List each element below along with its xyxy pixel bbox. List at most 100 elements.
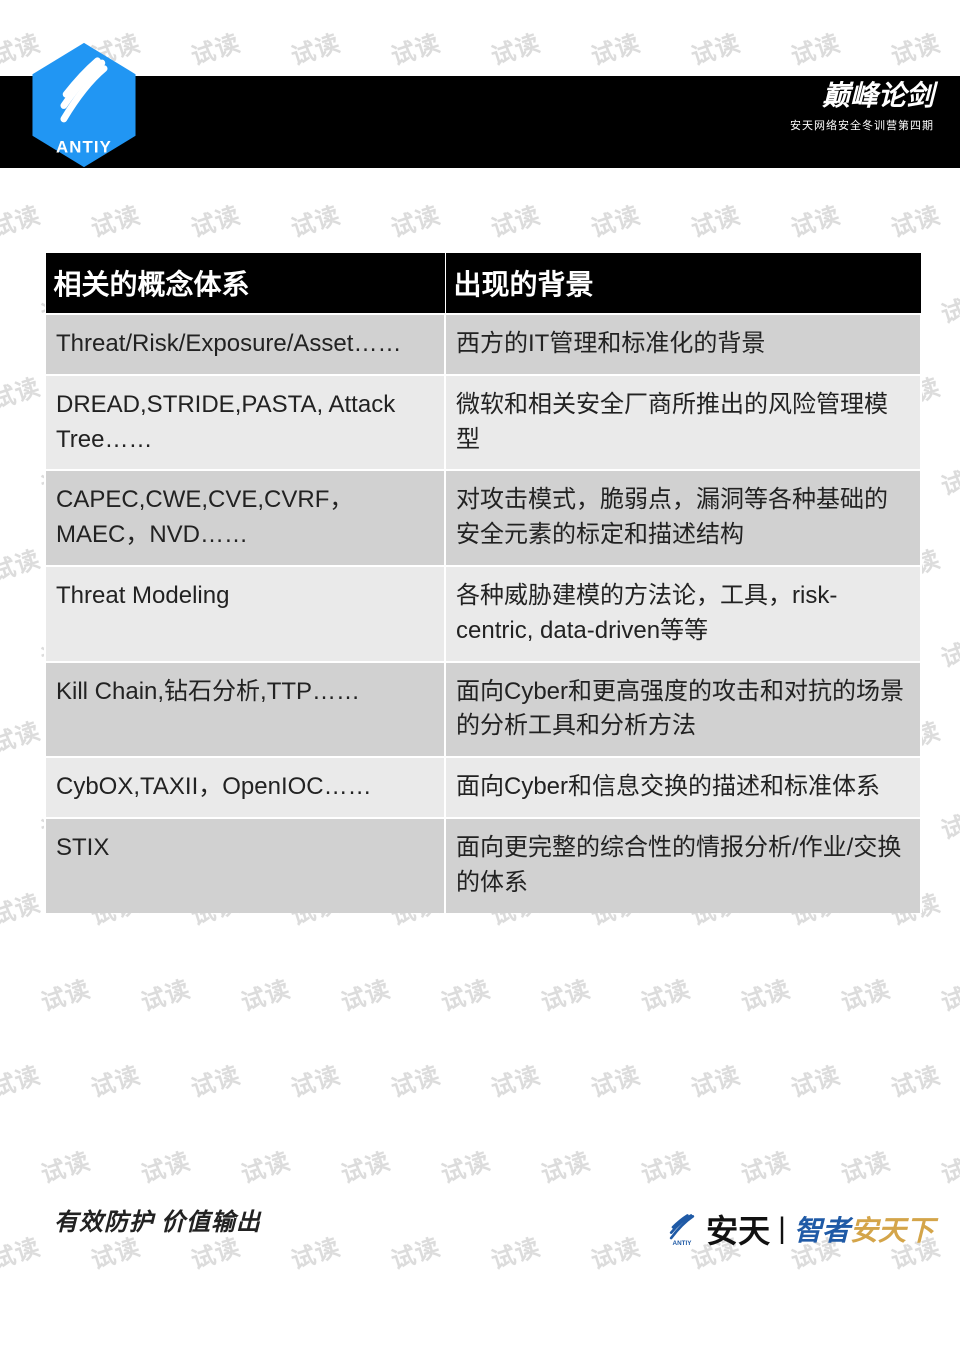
watermark-text: 试读 (0, 367, 44, 416)
watermark-text: 试读 (186, 1055, 244, 1104)
watermark-text: 试读 (686, 1055, 744, 1104)
watermark-text: 试读 (536, 1141, 594, 1190)
bottom-spacer (0, 1273, 960, 1357)
watermark-text: 试读 (436, 1141, 494, 1190)
watermark-text: 试读 (186, 195, 244, 244)
footer-tagline: 有效防护 价值输出 (54, 1202, 261, 1237)
watermark-text: 试读 (236, 1141, 294, 1190)
watermark-text: 试读 (786, 23, 844, 72)
watermark-text: 试读 (886, 1055, 944, 1104)
watermark-text: 试读 (336, 1141, 394, 1190)
watermark-text: 试读 (0, 195, 44, 244)
watermark-text: 试读 (286, 23, 344, 72)
table-cell: Threat/Risk/Exposure/Asset…… (45, 314, 445, 375)
brand-logo-hexagon: ANTIY (28, 40, 140, 170)
svg-text:ANTIY: ANTIY (56, 138, 112, 157)
table-header-cell: 出现的背景 (445, 253, 921, 315)
concepts-table: 相关的概念体系 出现的背景 Threat/Risk/Exposure/Asset… (44, 252, 922, 913)
watermark-text: 试读 (936, 1141, 960, 1190)
header-script-title: 巅峰论剑 (790, 82, 934, 113)
watermark-text: 试读 (386, 195, 444, 244)
watermark-text: 试读 (0, 1227, 44, 1276)
watermark-text: 试读 (486, 1227, 544, 1276)
watermark-text: 试读 (386, 23, 444, 72)
table-cell: STIX (45, 818, 445, 913)
slide-page: 试读试读试读试读试读试读试读试读试读试读试读试读试读试读试读试读试读试读试读试读… (0, 0, 960, 1357)
watermark-text: 试读 (36, 1141, 94, 1190)
watermark-text: 试读 (86, 195, 144, 244)
table-cell: 对攻击模式，脆弱点，漏洞等各种基础的安全元素的标定和描述结构 (445, 470, 921, 566)
watermark-text: 试读 (336, 969, 394, 1018)
footer-slogan-part2: 安天下 (850, 1216, 934, 1247)
footer-slogan: 智者安天下 (794, 1209, 934, 1249)
table-cell: Threat Modeling (45, 566, 445, 662)
watermark-text: 试读 (236, 969, 294, 1018)
table-row: DREAD,STRIDE,PASTA, Attack Tree……微软和相关安全… (45, 375, 921, 471)
watermark-text: 试读 (686, 195, 744, 244)
footer-brand-name: 安天 (706, 1206, 770, 1252)
watermark-text: 试读 (436, 969, 494, 1018)
watermark-text: 试读 (386, 1227, 444, 1276)
watermark-text: 试读 (736, 1141, 794, 1190)
watermark-text: 试读 (586, 195, 644, 244)
watermark-text: 试读 (486, 1055, 544, 1104)
footer-divider: | (778, 1212, 786, 1246)
watermark-text: 试读 (736, 969, 794, 1018)
watermark-text: 试读 (836, 1141, 894, 1190)
table-header-row: 相关的概念体系 出现的背景 (45, 253, 921, 315)
table-cell: 西方的IT管理和标准化的背景 (445, 314, 921, 375)
watermark-text: 试读 (136, 1141, 194, 1190)
watermark-text: 试读 (386, 1055, 444, 1104)
table-cell: CybOX,TAXII，OpenIOC…… (45, 757, 445, 818)
table-cell: Kill Chain,钻石分析,TTP…… (45, 662, 445, 758)
svg-text:ANTIY: ANTIY (673, 1240, 693, 1247)
footer-slogan-part1: 智者 (794, 1216, 850, 1247)
watermark-text: 试读 (0, 1055, 44, 1104)
watermark-text: 试读 (586, 23, 644, 72)
watermark-text: 试读 (286, 1055, 344, 1104)
table-cell: 微软和相关安全厂商所推出的风险管理模型 (445, 375, 921, 471)
header-script-subtitle: 安天网络安全冬训营第四期 (790, 117, 934, 133)
watermark-text: 试读 (0, 539, 44, 588)
table-cell: DREAD,STRIDE,PASTA, Attack Tree…… (45, 375, 445, 471)
table-header-cell: 相关的概念体系 (45, 253, 445, 315)
table-cell: 面向Cyber和信息交换的描述和标准体系 (445, 757, 921, 818)
watermark-text: 试读 (686, 23, 744, 72)
watermark-text: 试读 (136, 969, 194, 1018)
watermark-text: 试读 (936, 281, 960, 330)
watermark-text: 试读 (286, 195, 344, 244)
table-cell: CAPEC,CWE,CVE,CVRF，MAEC，NVD…… (45, 470, 445, 566)
footer-logo-icon: ANTIY (664, 1211, 700, 1247)
table-cell: 面向更完整的综合性的情报分析/作业/交换的体系 (445, 818, 921, 913)
watermark-text: 试读 (0, 883, 44, 932)
watermark-text: 试读 (786, 195, 844, 244)
watermark-text: 试读 (536, 969, 594, 1018)
watermark-text: 试读 (786, 1055, 844, 1104)
watermark-text: 试读 (886, 195, 944, 244)
table-cell: 各种威胁建模的方法论，工具，risk-centric, data-driven等… (445, 566, 921, 662)
watermark-text: 试读 (936, 625, 960, 674)
watermark-text: 试读 (636, 1141, 694, 1190)
watermark-text: 试读 (36, 969, 94, 1018)
footer-brand-block: ANTIY 安天 | 智者安天下 (664, 1206, 934, 1252)
watermark-text: 试读 (86, 1055, 144, 1104)
watermark-text: 试读 (936, 969, 960, 1018)
table-row: Threat Modeling各种威胁建模的方法论，工具，risk-centri… (45, 566, 921, 662)
table-row: Kill Chain,钻石分析,TTP……面向Cyber和更高强度的攻击和对抗的… (45, 662, 921, 758)
watermark-text: 试读 (586, 1055, 644, 1104)
table-row: CybOX,TAXII，OpenIOC……面向Cyber和信息交换的描述和标准体… (45, 757, 921, 818)
watermark-text: 试读 (286, 1227, 344, 1276)
table-row: STIX面向更完整的综合性的情报分析/作业/交换的体系 (45, 818, 921, 913)
watermark-text: 试读 (486, 195, 544, 244)
watermark-text: 试读 (586, 1227, 644, 1276)
watermark-text: 试读 (486, 23, 544, 72)
table-row: CAPEC,CWE,CVE,CVRF，MAEC，NVD……对攻击模式，脆弱点，漏… (45, 470, 921, 566)
watermark-text: 试读 (836, 969, 894, 1018)
table-cell: 面向Cyber和更高强度的攻击和对抗的场景的分析工具和分析方法 (445, 662, 921, 758)
watermark-text: 试读 (936, 797, 960, 846)
watermark-text: 试读 (0, 711, 44, 760)
watermark-text: 试读 (936, 453, 960, 502)
watermark-text: 试读 (636, 969, 694, 1018)
table-row: Threat/Risk/Exposure/Asset……西方的IT管理和标准化的… (45, 314, 921, 375)
watermark-text: 试读 (886, 23, 944, 72)
